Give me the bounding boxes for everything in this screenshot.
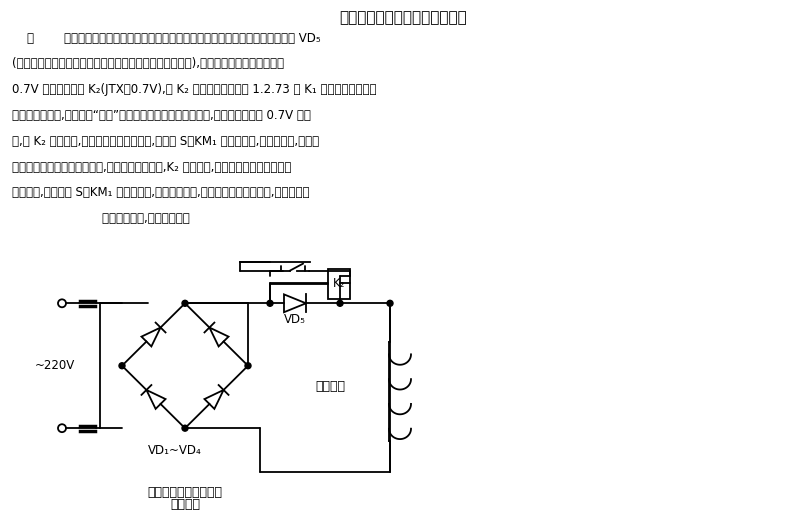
Text: 始工作。当励磁绕组无电流时,二极管两端无电压,K₂ 就不得电,其常开触点仍处于断开状: 始工作。当励磁绕组无电流时,二极管两端无电压,K₂ 就不得电,其常开触点仍处于断… [12, 161, 292, 173]
Text: 图        所示失磁保护电路，在直流电动机励磁绕组回路中，串入一个硅整流二极管 VD₅: 图 所示失磁保护电路，在直流电动机励磁绕组回路中，串入一个硅整流二极管 VD₅ [12, 32, 321, 45]
Polygon shape [205, 390, 223, 409]
Text: ~220V: ~220V [35, 359, 75, 372]
Text: 主电路的接触器,达到防止“飞车”的目的。当励磁绕组有电流时,二极管两端就有 0.7V 的电: 主电路的接触器,达到防止“飞车”的目的。当励磁绕组有电流时,二极管两端就有 0.… [12, 109, 311, 122]
Text: VD₁~VD₄: VD₁~VD₄ [148, 444, 202, 457]
Polygon shape [147, 390, 165, 409]
Text: 新的直流调速系统失磁: 新的直流调速系统失磁 [147, 486, 222, 499]
Text: 0.7V 的电压继电器 K₂(JTX－0.7V),用 K₂ 的常开触点取代图 1.2.73 中 K₁ 的常开触点来控制: 0.7V 的电压继电器 K₂(JTX－0.7V),用 K₂ 的常开触点取代图 1… [12, 83, 376, 96]
Circle shape [267, 300, 273, 306]
Polygon shape [210, 327, 229, 346]
Text: 压,使 K₂ 得电吸合,其常开触点闭合。这时,如合上 S、KM₁ 就得电吸合,主电路得电,系统开: 压,使 K₂ 得电吸合,其常开触点闭合。这时,如合上 S、KM₁ 就得电吸合,主… [12, 135, 319, 148]
Circle shape [387, 300, 393, 306]
Circle shape [119, 363, 125, 369]
Text: VD₅: VD₅ [284, 313, 306, 326]
Circle shape [182, 300, 188, 306]
Polygon shape [142, 327, 160, 346]
Text: 提供励磁电流,就无法工作。: 提供励磁电流,就无法工作。 [12, 212, 189, 225]
Text: (此二极管的整流值只要大于直流电动机的励磁电流值即可),在其两端并入一个额定值为: (此二极管的整流值只要大于直流电动机的励磁电流值即可),在其两端并入一个额定值为 [12, 57, 284, 70]
Polygon shape [284, 294, 306, 312]
Bar [328, 269, 350, 299]
Text: 态。这时,即使合上 S、KM₁ 也不能得电,主电路不得电,系统不工作。也就是说,若系统不先: 态。这时,即使合上 S、KM₁ 也不能得电,主电路不得电,系统不工作。也就是说,… [12, 186, 310, 200]
Circle shape [337, 300, 343, 306]
Circle shape [245, 363, 251, 369]
Text: 保护电路: 保护电路 [170, 498, 200, 510]
Text: 励磁绕组: 励磁绕组 [315, 380, 345, 393]
Text: 新的直流调速系统失磁保护电路: 新的直流调速系统失磁保护电路 [339, 10, 467, 25]
Text: K₂: K₂ [333, 278, 345, 290]
Circle shape [182, 425, 188, 431]
